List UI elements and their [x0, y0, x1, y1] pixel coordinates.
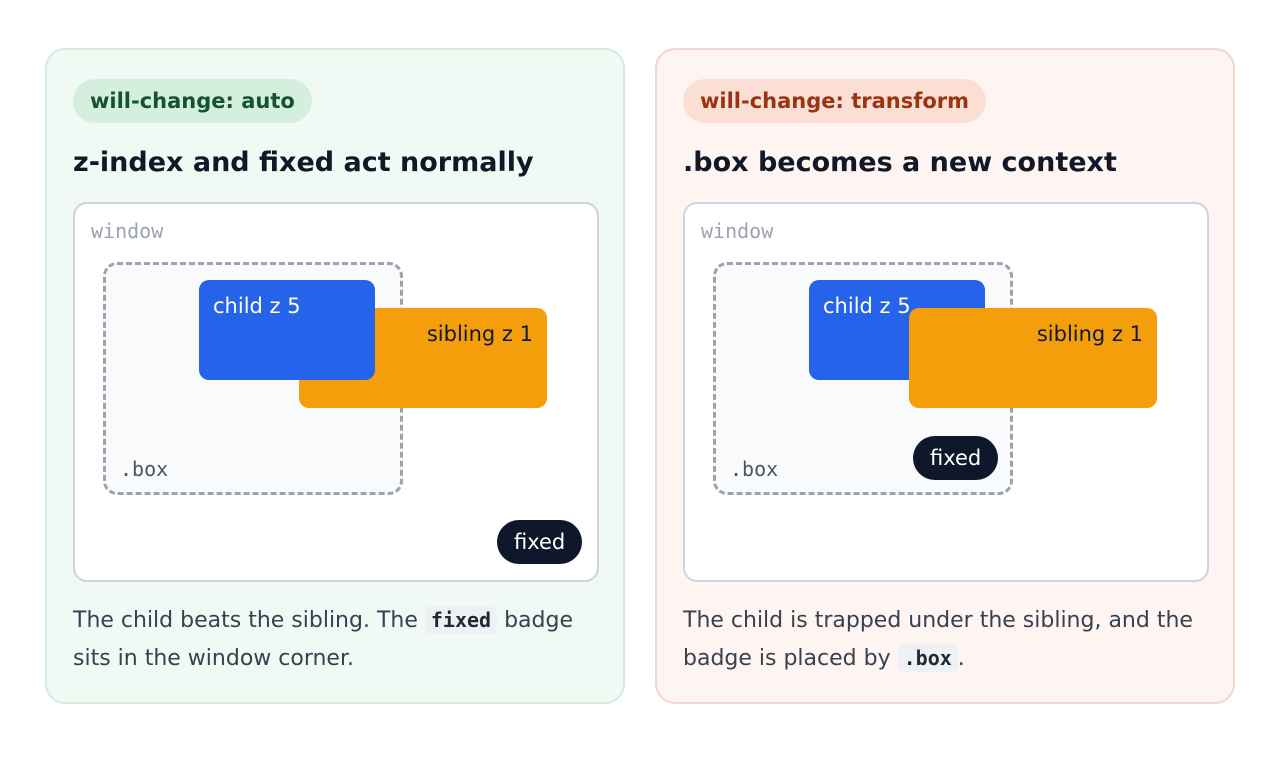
panel-will-change-transform: will-change: transform .box becomes a ne…	[655, 48, 1235, 704]
inline-code: fixed	[424, 606, 498, 634]
panel-heading: z-index and fixed act normally	[73, 147, 534, 178]
panel-heading: .box becomes a new context	[683, 147, 1117, 178]
sibling-block: sibling z 1	[909, 308, 1157, 408]
fixed-badge: fixed	[497, 520, 583, 564]
panel-description: The child beats the sibling. The fixed b…	[73, 602, 603, 678]
description-text: The child is trapped under the sibling, …	[683, 608, 1193, 671]
child-block: child z 5	[199, 280, 375, 380]
panel-will-change-auto: will-change: auto z-index and fixed act …	[45, 48, 625, 704]
window-diagram: window .box child z 5 sibling z 1 fixed	[73, 202, 599, 582]
description-text: The child beats the sibling. The	[73, 608, 425, 633]
will-change-transform-pill: will-change: transform	[683, 79, 987, 123]
panel-description: The child is trapped under the sibling, …	[683, 602, 1213, 678]
fixed-badge: fixed	[913, 436, 999, 480]
description-text: .	[957, 646, 965, 671]
window-label: window	[91, 219, 164, 243]
window-label: window	[701, 219, 774, 243]
box-label: .box	[730, 457, 779, 481]
window-diagram: window .box child z 5 sibling z 1 fixed	[683, 202, 1209, 582]
will-change-auto-pill: will-change: auto	[73, 79, 312, 123]
box-label: .box	[120, 457, 169, 481]
inline-code: .box	[897, 644, 958, 672]
description-text: badge sits in the window corner.	[73, 608, 573, 671]
